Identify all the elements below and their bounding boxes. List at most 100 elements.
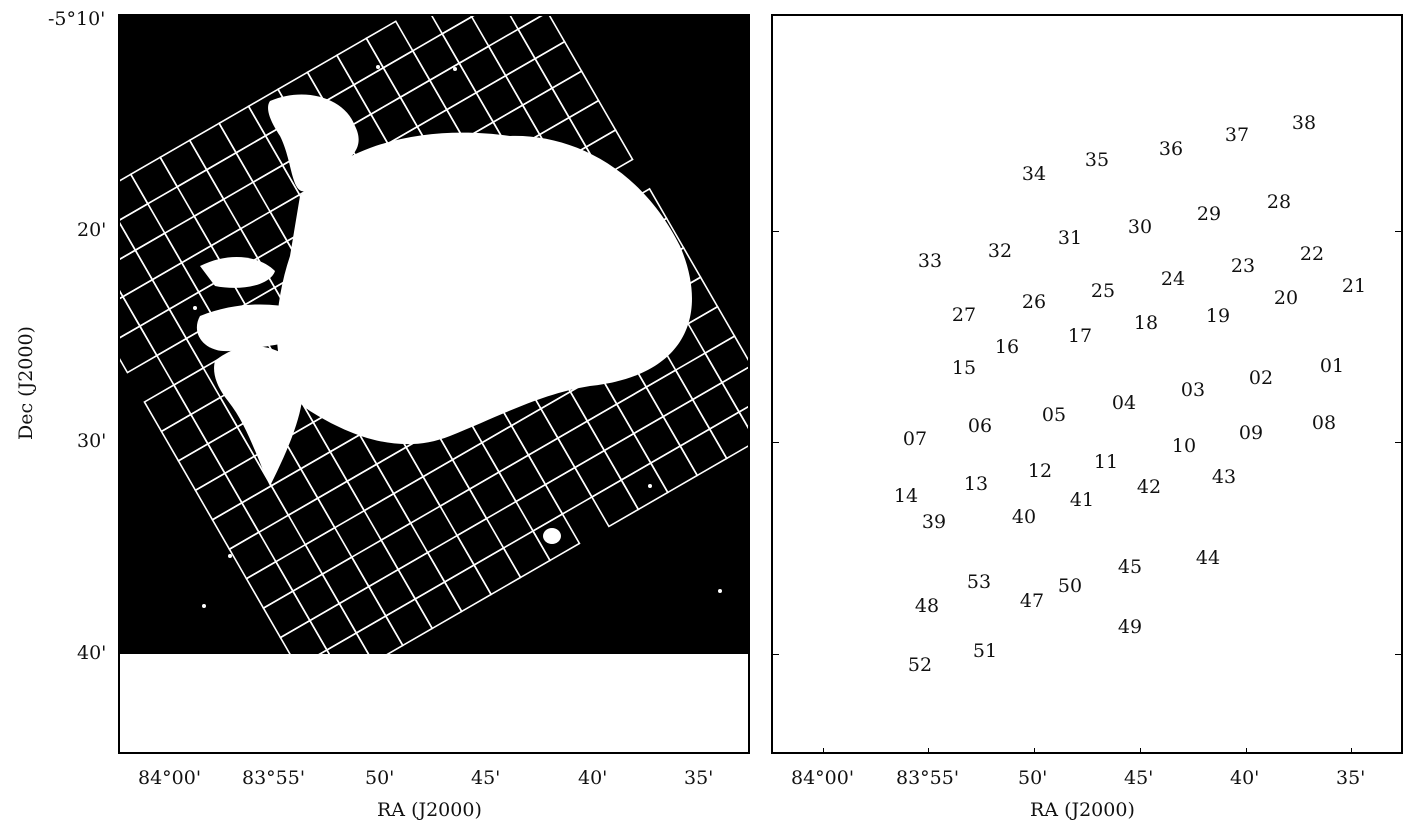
tile-outline bbox=[620, 461, 669, 511]
tile-label: 37 bbox=[1224, 124, 1250, 146]
tile-outline bbox=[163, 215, 213, 264]
star-dot bbox=[193, 306, 197, 310]
tile-outline bbox=[189, 396, 239, 445]
tile-outline bbox=[205, 151, 255, 201]
tile-outline bbox=[321, 556, 370, 605]
tile-outline bbox=[439, 488, 488, 537]
tile-outline bbox=[134, 232, 183, 281]
tile-outline bbox=[338, 585, 387, 635]
tile-outline bbox=[188, 122, 238, 171]
tile-outline bbox=[367, 568, 417, 618]
tile-outline bbox=[392, 475, 442, 525]
tile-outline bbox=[487, 28, 537, 77]
tile-label: 12 bbox=[1027, 460, 1053, 482]
tile-outline bbox=[194, 472, 243, 521]
tile-outline bbox=[350, 539, 400, 588]
y-tick bbox=[1395, 654, 1401, 655]
x-tick bbox=[928, 748, 929, 754]
tile-label: 03 bbox=[1180, 379, 1206, 401]
tile-outline bbox=[473, 546, 522, 596]
tile-outline bbox=[456, 517, 505, 567]
tile-outline bbox=[316, 480, 366, 529]
tile-label: 30 bbox=[1127, 216, 1153, 238]
tile-label: 06 bbox=[967, 415, 993, 437]
tile-label: 05 bbox=[1041, 404, 1067, 426]
y-tick-label: 20' bbox=[77, 219, 107, 241]
left-panel bbox=[118, 14, 750, 754]
tile-outline bbox=[211, 501, 260, 551]
tile-outline bbox=[551, 70, 600, 119]
tile-outline bbox=[514, 483, 564, 533]
tile-outline bbox=[329, 433, 378, 483]
tile-outline bbox=[585, 128, 634, 178]
tile-label: 26 bbox=[1021, 291, 1047, 313]
tile-label: 25 bbox=[1090, 280, 1116, 302]
x-tick bbox=[1351, 748, 1352, 754]
tile-grid bbox=[120, 16, 748, 654]
star-dot bbox=[202, 604, 206, 608]
tile-label: 22 bbox=[1299, 243, 1325, 265]
mosaic-svg bbox=[120, 16, 748, 654]
tile-outline bbox=[270, 467, 319, 517]
tile-outline bbox=[568, 99, 617, 149]
tile-outline bbox=[228, 531, 277, 580]
x-axis-label: RA (J2000) bbox=[377, 799, 482, 821]
y-axis-label: Dec (J2000) bbox=[15, 326, 37, 440]
tile-outline bbox=[517, 16, 566, 60]
tile-outline bbox=[531, 512, 581, 562]
tile-outline bbox=[458, 45, 507, 94]
tile-outline bbox=[240, 484, 290, 534]
tile-outline bbox=[497, 454, 547, 503]
tile-outline bbox=[534, 40, 583, 90]
x-tick-label: 40' bbox=[1230, 767, 1260, 789]
tile-label: 41 bbox=[1069, 489, 1095, 511]
x-tick bbox=[1246, 748, 1247, 754]
tile-outline bbox=[274, 543, 324, 593]
y-tick bbox=[1395, 442, 1401, 443]
tile-label: 16 bbox=[994, 336, 1020, 358]
tile-label: 42 bbox=[1136, 476, 1162, 498]
tile-outline bbox=[453, 16, 503, 18]
tile-outline bbox=[296, 648, 345, 654]
tile-outline bbox=[138, 308, 188, 357]
x-tick-label: 45' bbox=[471, 767, 501, 789]
tile-outline bbox=[632, 415, 682, 465]
tile-outline bbox=[308, 602, 358, 652]
tile-outline bbox=[120, 266, 124, 315]
tile-label: 36 bbox=[1158, 138, 1184, 160]
tile-label: 35 bbox=[1084, 149, 1110, 171]
tile-label: 20 bbox=[1273, 287, 1299, 309]
tile-label: 33 bbox=[917, 250, 943, 272]
tile-outline bbox=[674, 352, 724, 401]
tile-label: 52 bbox=[907, 654, 933, 676]
tile-outline bbox=[539, 390, 589, 440]
mosaic-image bbox=[120, 16, 748, 654]
tile-label: 24 bbox=[1160, 268, 1186, 290]
tile-outline bbox=[500, 16, 549, 31]
tile-outline bbox=[352, 66, 402, 116]
tile-outline bbox=[573, 449, 623, 499]
x-axis-label: RA (J2000) bbox=[1030, 799, 1135, 821]
tile-outline bbox=[172, 366, 222, 416]
x-tick-label: 45' bbox=[1124, 767, 1154, 789]
tile-outline bbox=[151, 261, 200, 311]
tile-outline bbox=[365, 20, 414, 69]
tile-outline bbox=[441, 16, 490, 65]
tile-outline bbox=[287, 497, 336, 546]
tile-label: 18 bbox=[1133, 312, 1159, 334]
tile-outline bbox=[445, 91, 495, 141]
tile-outline bbox=[120, 202, 166, 252]
tile-outline bbox=[556, 420, 606, 469]
tile-label: 48 bbox=[914, 595, 940, 617]
tile-label: 14 bbox=[893, 485, 919, 507]
tile-label: 17 bbox=[1067, 325, 1093, 347]
star-dot bbox=[298, 284, 302, 288]
tile-outline bbox=[245, 560, 294, 610]
tile-outline bbox=[738, 393, 748, 443]
tile-outline bbox=[603, 432, 652, 482]
tile-outline bbox=[480, 424, 530, 474]
tile-label: 19 bbox=[1205, 305, 1231, 327]
tile-outline bbox=[424, 16, 473, 35]
x-tick-label: 50' bbox=[1018, 767, 1048, 789]
nebula-blob bbox=[200, 256, 275, 288]
